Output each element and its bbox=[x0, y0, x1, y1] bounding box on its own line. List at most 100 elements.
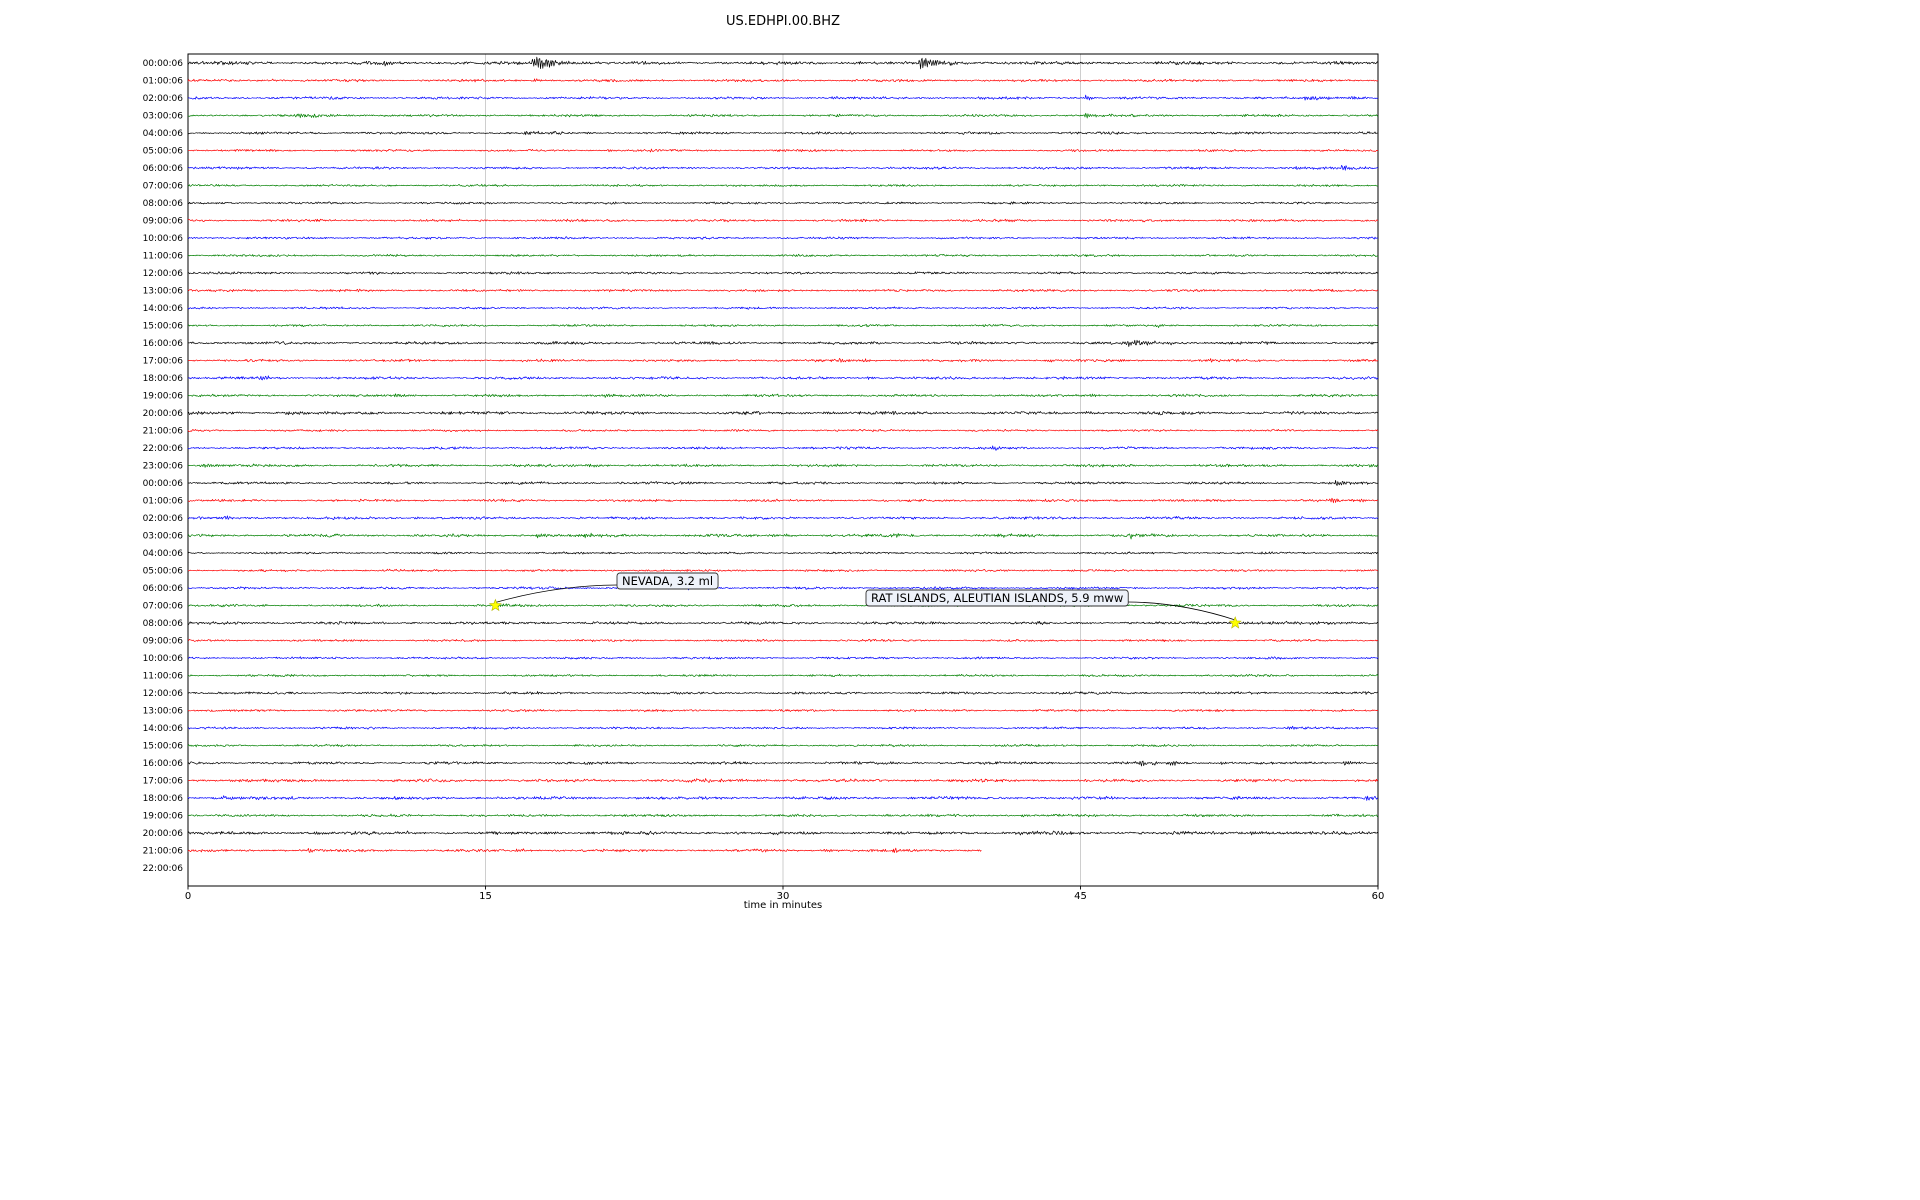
seismogram-trace bbox=[187, 78, 1379, 83]
seismogram-trace bbox=[187, 201, 1379, 205]
row-time-label: 18:00:06 bbox=[143, 794, 184, 804]
seismogram-trace bbox=[187, 375, 1379, 381]
seismogram-trace bbox=[187, 288, 1379, 293]
seismogram-trace bbox=[187, 497, 1379, 504]
row-time-label: 18:00:06 bbox=[143, 374, 184, 384]
seismogram-trace bbox=[187, 691, 1379, 695]
seismogram-trace bbox=[187, 515, 1379, 520]
seismogram-trace bbox=[187, 813, 1379, 818]
row-time-label: 04:00:06 bbox=[143, 129, 184, 139]
seismogram-trace bbox=[187, 638, 1379, 643]
row-time-label: 07:00:06 bbox=[143, 182, 184, 192]
row-time-label: 12:00:06 bbox=[143, 269, 184, 279]
annotation-connector bbox=[495, 584, 618, 603]
row-time-label: 01:00:06 bbox=[143, 497, 184, 507]
seismogram-trace bbox=[187, 656, 1379, 660]
seismogram-trace bbox=[187, 603, 1379, 608]
seismogram-trace bbox=[187, 673, 1379, 678]
row-time-label: 16:00:06 bbox=[143, 759, 184, 769]
seismogram-trace bbox=[187, 56, 1379, 70]
seismogram-trace bbox=[187, 551, 1379, 555]
chart-title: US.EDHPI.00.BHZ bbox=[726, 14, 840, 29]
row-time-label: 19:00:06 bbox=[143, 812, 184, 822]
seismogram-trace bbox=[187, 410, 1379, 416]
seismogram-trace bbox=[187, 306, 1379, 310]
row-time-label: 22:00:06 bbox=[143, 444, 184, 454]
row-time-label: 16:00:06 bbox=[143, 339, 184, 349]
x-tick-label: 30 bbox=[777, 891, 790, 902]
row-time-label: 09:00:06 bbox=[143, 637, 184, 647]
row-time-label: 14:00:06 bbox=[143, 304, 184, 314]
row-time-label: 03:00:06 bbox=[143, 112, 184, 122]
row-time-label: 19:00:06 bbox=[143, 392, 184, 402]
event-star-icon bbox=[488, 598, 502, 612]
seismogram-trace bbox=[187, 847, 982, 854]
row-time-label: 14:00:06 bbox=[143, 724, 184, 734]
annotation-connector bbox=[1128, 601, 1236, 621]
seismogram-trace bbox=[187, 445, 1379, 451]
row-time-label: 11:00:06 bbox=[143, 672, 184, 682]
row-time-label: 07:00:06 bbox=[143, 602, 184, 612]
seismogram-trace bbox=[187, 339, 1379, 347]
row-time-label: 22:00:06 bbox=[143, 864, 184, 874]
row-time-label: 11:00:06 bbox=[143, 252, 184, 262]
row-time-label: 13:00:06 bbox=[143, 707, 184, 717]
row-time-label: 20:00:06 bbox=[143, 409, 184, 419]
row-time-label: 06:00:06 bbox=[143, 164, 184, 174]
x-tick-label: 60 bbox=[1372, 891, 1385, 902]
x-axis-label: time in minutes bbox=[743, 900, 823, 911]
row-time-label: 12:00:06 bbox=[143, 689, 184, 699]
seismogram-trace bbox=[187, 708, 1379, 713]
row-time-label: 05:00:06 bbox=[143, 567, 184, 577]
seismogram-trace bbox=[187, 585, 1379, 591]
x-tick-label: 45 bbox=[1074, 891, 1087, 902]
row-time-label: 17:00:06 bbox=[143, 777, 184, 787]
seismogram-trace bbox=[187, 532, 1379, 540]
seismogram-trace bbox=[187, 165, 1379, 171]
seismogram-trace bbox=[187, 760, 1379, 767]
row-time-label: 15:00:06 bbox=[143, 322, 184, 332]
row-time-label: 09:00:06 bbox=[143, 217, 184, 227]
seismogram-trace bbox=[187, 778, 1379, 783]
seismogram-trace bbox=[187, 358, 1379, 363]
row-time-label: 21:00:06 bbox=[143, 427, 184, 437]
event-star-icon bbox=[1228, 616, 1242, 629]
seismogram-trace bbox=[187, 463, 1379, 468]
row-time-label: 23:00:06 bbox=[143, 462, 184, 472]
row-time-label: 00:00:06 bbox=[143, 59, 184, 69]
seismogram-trace bbox=[187, 183, 1379, 188]
seismogram-trace bbox=[187, 393, 1379, 398]
row-time-label: 05:00:06 bbox=[143, 147, 184, 157]
seismogram-trace bbox=[187, 620, 1379, 625]
row-time-label: 20:00:06 bbox=[143, 829, 184, 839]
seismogram-trace bbox=[187, 479, 1379, 486]
row-time-label: 08:00:06 bbox=[143, 199, 184, 209]
seismogram-trace bbox=[187, 253, 1379, 258]
row-time-label: 00:00:06 bbox=[143, 479, 184, 489]
row-time-label: 15:00:06 bbox=[143, 742, 184, 752]
row-time-label: 10:00:06 bbox=[143, 234, 184, 244]
seismogram-trace bbox=[187, 830, 1379, 836]
row-time-label: 03:00:06 bbox=[143, 532, 184, 542]
seismogram-trace bbox=[187, 725, 1379, 730]
event-annotation-text: RAT ISLANDS, ALEUTIAN ISLANDS, 5.9 mww bbox=[871, 591, 1123, 605]
row-time-label: 04:00:06 bbox=[143, 549, 184, 559]
row-time-label: 02:00:06 bbox=[143, 514, 184, 524]
seismogram-trace bbox=[187, 795, 1379, 801]
row-time-label: 02:00:06 bbox=[143, 94, 184, 104]
x-tick-label: 0 bbox=[185, 891, 191, 902]
seismogram-trace bbox=[187, 94, 1379, 101]
event-annotation-text: NEVADA, 3.2 ml bbox=[622, 574, 713, 588]
seismogram-trace bbox=[187, 236, 1379, 240]
row-time-label: 10:00:06 bbox=[143, 654, 184, 664]
event-annotation-box bbox=[616, 572, 719, 590]
event-annotation-box bbox=[865, 589, 1129, 607]
row-time-label: 13:00:06 bbox=[143, 287, 184, 297]
seismogram-trace bbox=[187, 271, 1379, 275]
row-time-label: 08:00:06 bbox=[143, 619, 184, 629]
row-time-label: 21:00:06 bbox=[143, 847, 184, 857]
seismogram-trace bbox=[187, 743, 1379, 748]
row-time-label: 01:00:06 bbox=[143, 77, 184, 87]
